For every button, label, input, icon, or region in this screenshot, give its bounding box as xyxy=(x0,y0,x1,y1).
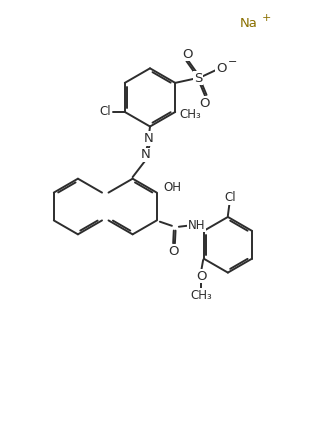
Text: NH: NH xyxy=(188,219,205,232)
Text: O: O xyxy=(216,62,226,75)
Text: Cl: Cl xyxy=(224,191,235,204)
Text: Na: Na xyxy=(240,16,258,30)
Text: Cl: Cl xyxy=(100,105,111,118)
Text: CH₃: CH₃ xyxy=(190,289,212,302)
Text: +: + xyxy=(261,13,271,23)
Text: N: N xyxy=(144,132,153,145)
Text: CH₃: CH₃ xyxy=(180,108,201,121)
Text: N: N xyxy=(141,149,151,162)
Text: S: S xyxy=(194,72,202,85)
Text: O: O xyxy=(196,270,206,283)
Text: O: O xyxy=(200,97,210,110)
Text: O: O xyxy=(168,245,178,257)
Text: −: − xyxy=(228,57,237,67)
Text: OH: OH xyxy=(164,181,182,194)
Text: O: O xyxy=(182,48,193,60)
